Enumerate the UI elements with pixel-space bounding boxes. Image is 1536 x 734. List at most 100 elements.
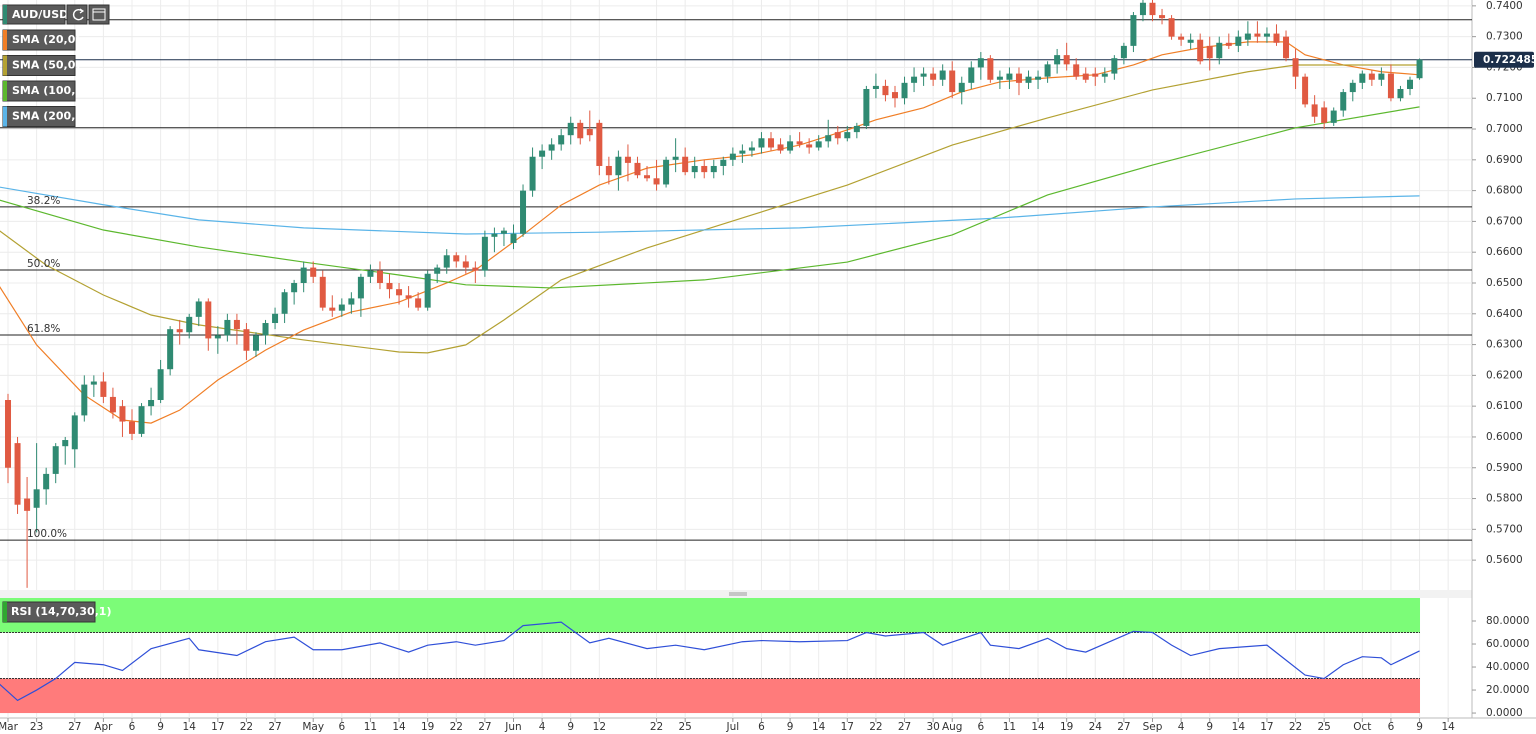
calendar-button[interactable] — [88, 4, 110, 25]
legend-swatch — [3, 602, 7, 622]
price-label-box — [1474, 51, 1534, 68]
x-tick-label: 27 — [68, 721, 81, 733]
legend-item[interactable]: SMA (20,0) — [2, 29, 80, 51]
candle-body — [329, 307, 336, 311]
candle-body — [939, 70, 946, 80]
candle-body — [424, 273, 431, 308]
panel-separator[interactable] — [0, 590, 1472, 598]
candle-body — [233, 319, 240, 330]
fib-label: 38.2% — [27, 195, 60, 207]
x-tick-label: 30 — [926, 721, 939, 733]
candle-body — [167, 329, 174, 370]
candle-body — [901, 82, 908, 99]
separator-grip[interactable] — [729, 592, 747, 596]
candle-body — [262, 323, 269, 336]
candle-body — [1225, 42, 1232, 46]
candle-body — [1330, 110, 1337, 123]
candle-body — [644, 175, 651, 179]
x-tick-label: 25 — [678, 721, 691, 733]
x-tick-label: 11 — [1003, 721, 1016, 733]
legend-label: SMA (100,0) — [12, 84, 88, 97]
candle-body — [491, 233, 498, 237]
candle-body — [481, 236, 488, 271]
rsi-legend[interactable]: RSI (14,70,30,1) — [2, 601, 111, 623]
candle-body — [1283, 36, 1290, 59]
candle-body — [1216, 42, 1223, 59]
rsi-overbought-zone — [0, 598, 1420, 633]
candle-body — [1197, 39, 1204, 62]
x-tick-label: 4 — [1178, 721, 1185, 733]
candle-body — [930, 73, 937, 80]
y-tick-label: 0.5600 — [1486, 554, 1523, 566]
candle-body — [338, 304, 345, 311]
x-tick-label: 6 — [1388, 721, 1395, 733]
candle-body — [1340, 92, 1347, 111]
candle-body — [224, 319, 231, 336]
candle-body — [1111, 58, 1118, 74]
marks — [0, 0, 1472, 714]
refresh-button[interactable] — [66, 4, 88, 25]
x-tick-label: 11 — [364, 721, 377, 733]
candle-body — [729, 153, 736, 160]
candle-body — [1254, 33, 1261, 37]
candle-body — [348, 298, 355, 305]
candle-body — [1159, 15, 1166, 19]
candle-body — [1054, 55, 1061, 65]
candle-body — [357, 276, 364, 299]
y-tick-label: 0.6900 — [1486, 154, 1523, 166]
x-tick-label: 12 — [593, 721, 606, 733]
x-tick-label: 25 — [1317, 721, 1330, 733]
candle-body — [1387, 73, 1394, 99]
candle-body — [405, 295, 412, 299]
candle-body — [815, 141, 822, 148]
symbol-button[interactable]: AUD/USD — [2, 4, 68, 25]
x-tick-label: Jun — [504, 721, 521, 733]
candle-body — [844, 132, 851, 139]
x-tick-label: 14 — [1232, 721, 1246, 733]
x-tick-label: 6 — [338, 721, 345, 733]
legend-item[interactable]: SMA (100,0) — [2, 80, 88, 102]
rsi-tick-label: 20.0000 — [1486, 684, 1529, 696]
candle-body — [968, 67, 975, 83]
y-tick-label: 0.6500 — [1486, 277, 1523, 289]
candle-body — [272, 313, 279, 324]
x-tick-label: Apr — [94, 721, 113, 733]
x-tick-label: 6 — [977, 721, 984, 733]
candle-body — [949, 70, 956, 93]
candle-body — [567, 122, 574, 136]
legend-item[interactable]: SMA (200,0) — [2, 106, 88, 127]
candle-body — [43, 473, 50, 490]
legend-item[interactable]: SMA (50,0) — [2, 55, 80, 76]
candle-body — [529, 156, 536, 191]
candle-body — [682, 156, 689, 173]
price-label: 0.722485 — [1483, 54, 1536, 66]
y-tick-label: 0.6600 — [1486, 246, 1523, 258]
candle-body — [787, 141, 794, 151]
x-tick-label: 27 — [268, 721, 281, 733]
candle-body — [834, 132, 841, 139]
x-tick-label: 9 — [567, 721, 574, 733]
candle-body — [1044, 64, 1051, 77]
candle-body — [214, 335, 221, 339]
candle-body — [1416, 59, 1423, 79]
candle-body — [291, 282, 298, 293]
candle-body — [1263, 33, 1270, 37]
candle-body — [1187, 39, 1194, 43]
y-tick-label: 0.7400 — [1486, 0, 1523, 12]
candle-body — [24, 498, 31, 511]
candle-body — [1397, 88, 1404, 99]
candle-body — [891, 92, 898, 99]
candle-body — [138, 406, 145, 434]
x-tick-label: 19 — [1060, 721, 1073, 733]
candle-body — [872, 85, 879, 89]
candle-body — [634, 162, 641, 176]
candle-body — [500, 230, 507, 234]
candle-body — [300, 267, 307, 283]
candle-body — [1302, 76, 1309, 105]
candle-body — [510, 233, 517, 243]
candle-body — [586, 129, 593, 136]
candle-body — [14, 443, 21, 505]
candle-body — [462, 261, 469, 268]
candle-body — [1101, 73, 1108, 77]
